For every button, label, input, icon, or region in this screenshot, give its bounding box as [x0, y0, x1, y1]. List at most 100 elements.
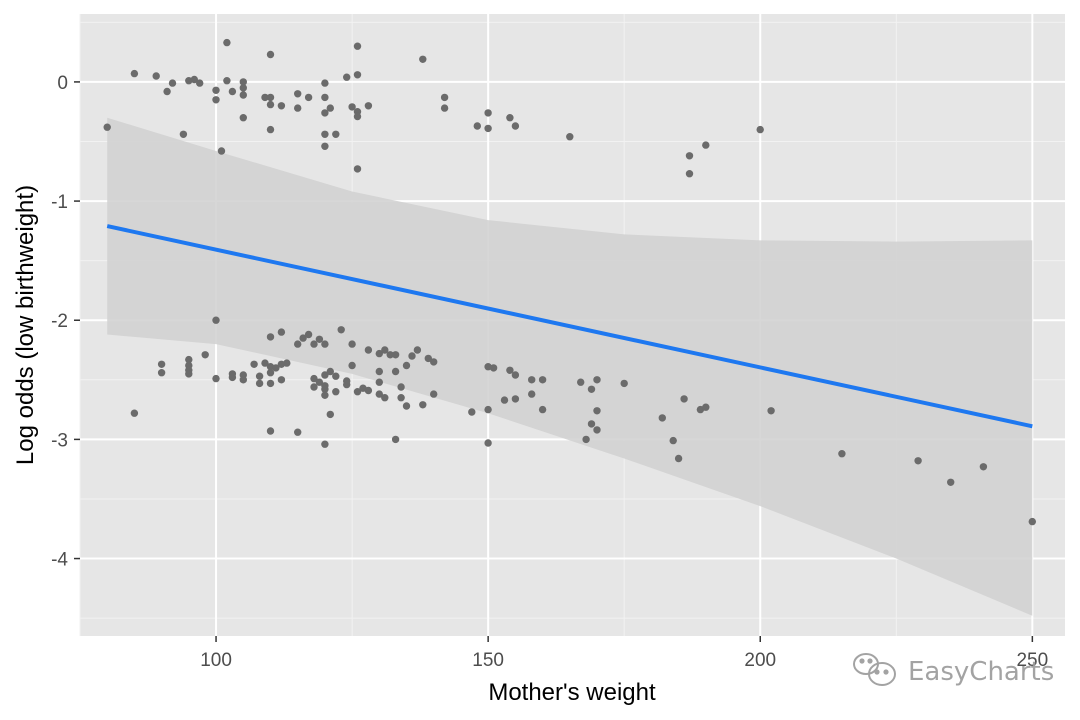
data-point [179, 130, 188, 138]
data-point [419, 401, 427, 409]
data-point [582, 435, 590, 444]
data-point [402, 361, 411, 370]
data-point [212, 96, 220, 104]
data-point [185, 370, 193, 378]
data-point [272, 364, 280, 372]
data-point [484, 363, 492, 371]
data-point [304, 93, 313, 102]
data-point [223, 77, 231, 85]
data-point [157, 369, 166, 377]
data-point [348, 103, 356, 111]
y-axis-ticks: 0 -1 -2 -3 -4 [51, 73, 80, 571]
data-point [223, 38, 231, 47]
data-point [402, 402, 411, 410]
data-point [587, 385, 596, 393]
data-point [593, 407, 601, 415]
fit-line-layer [106, 224, 1033, 429]
data-point [196, 79, 204, 87]
data-point [337, 326, 345, 334]
data-point [321, 142, 329, 150]
data-point [266, 379, 275, 388]
data-point [375, 378, 383, 386]
data-point [419, 55, 427, 63]
data-point [538, 376, 547, 384]
data-point [152, 72, 160, 80]
data-point [430, 390, 438, 398]
data-point [185, 77, 193, 85]
data-point [255, 372, 264, 380]
x-tick-label: 150 [472, 650, 504, 671]
data-point [217, 147, 226, 155]
data-point [348, 340, 356, 348]
data-point [577, 378, 585, 386]
data-point [489, 364, 498, 372]
data-point [321, 440, 329, 448]
data-point [538, 405, 547, 414]
data-point [702, 141, 710, 149]
data-point [1028, 517, 1037, 526]
fit-line [106, 224, 1033, 429]
data-point [277, 328, 286, 336]
data-point [353, 42, 362, 50]
wechat-logo-icon [853, 653, 896, 686]
data-point [353, 112, 362, 121]
data-point [391, 435, 400, 444]
data-point [620, 379, 628, 388]
data-point [283, 359, 291, 367]
data-point [168, 79, 177, 87]
data-point [157, 360, 166, 368]
y-tick-label: -3 [51, 430, 68, 451]
data-point [130, 69, 139, 78]
data-point [674, 454, 683, 463]
data-point [266, 369, 275, 377]
data-point [528, 390, 536, 398]
data-point [947, 478, 955, 486]
data-point [391, 367, 400, 376]
data-point [321, 130, 329, 138]
data-point [299, 334, 307, 342]
data-point [239, 91, 247, 99]
data-point [239, 78, 247, 86]
data-point [413, 346, 422, 354]
data-point [440, 93, 449, 102]
data-point [440, 104, 449, 112]
data-point [321, 93, 329, 102]
data-point [979, 463, 988, 471]
data-points-layer [103, 38, 1037, 526]
confidence-band [107, 117, 1033, 616]
data-point [756, 125, 764, 134]
data-point [212, 316, 220, 324]
data-point [255, 379, 264, 388]
data-point [484, 124, 492, 133]
data-point [391, 351, 400, 359]
data-point [506, 366, 514, 374]
data-point [294, 340, 302, 348]
data-point [321, 385, 329, 393]
data-point [702, 403, 710, 411]
data-point [484, 109, 492, 117]
data-point [266, 333, 275, 341]
data-point [321, 79, 329, 87]
data-point [228, 373, 237, 382]
y-axis-title: Log odds (low birthweight) [12, 185, 39, 465]
data-point [326, 104, 334, 112]
data-point [239, 376, 247, 384]
data-point [266, 50, 275, 59]
data-point [294, 90, 302, 98]
watermark: EasyCharts [853, 653, 1054, 687]
data-point [315, 378, 324, 386]
data-point [315, 335, 324, 343]
data-point [185, 355, 193, 364]
data-point [484, 439, 492, 447]
data-point [310, 340, 318, 348]
data-point [228, 87, 237, 96]
data-point [397, 394, 405, 402]
data-point [375, 349, 383, 358]
data-point [386, 351, 394, 359]
data-point [381, 346, 389, 354]
data-point [277, 102, 286, 110]
data-point [473, 122, 481, 130]
data-point [190, 75, 198, 84]
data-point [353, 388, 362, 396]
x-tick-label: 250 [1016, 650, 1048, 671]
